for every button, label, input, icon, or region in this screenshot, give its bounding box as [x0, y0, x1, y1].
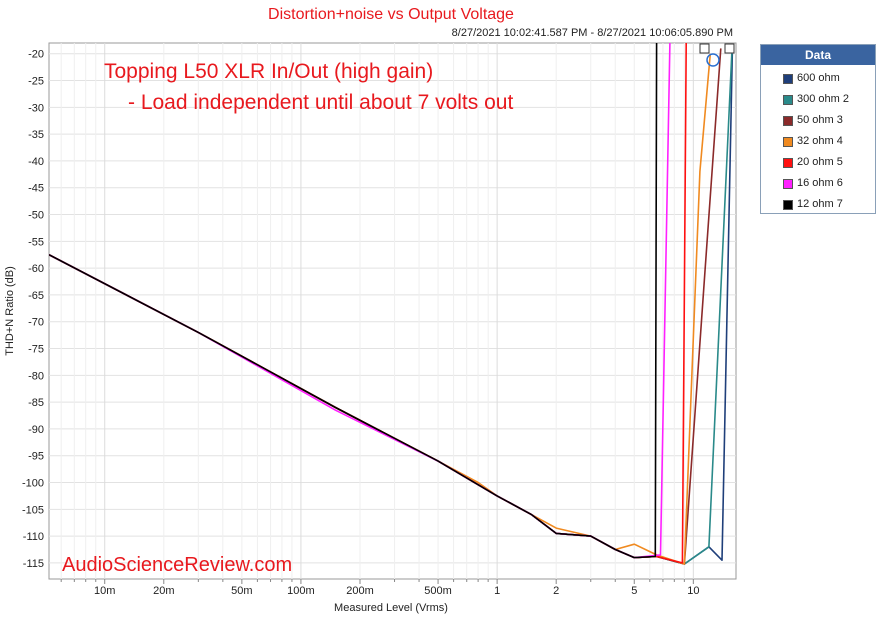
legend-swatch: [783, 116, 793, 126]
legend-series-index: 2: [842, 93, 849, 105]
y-tick-label: -65: [28, 290, 44, 302]
grid: [49, 43, 736, 579]
legend-series-index: 7: [836, 198, 843, 210]
legend-swatch: [783, 200, 793, 210]
legend-swatch: [783, 95, 793, 105]
legend-swatch: [783, 137, 793, 147]
x-tick-label: 2: [553, 585, 559, 597]
legend-series-index: 4: [836, 135, 843, 147]
legend-item: 300 ohm 2: [761, 90, 875, 111]
y-tick-label: -80: [28, 370, 44, 382]
x-tick-label: 20m: [153, 585, 174, 597]
cursor-markers: [699, 43, 735, 67]
x-tick-label: 50m: [231, 585, 252, 597]
x-tick-label: 1: [494, 585, 500, 597]
legend-item: 16 ohm 6: [761, 174, 875, 195]
legend-label: 12 ohm 7: [797, 198, 843, 210]
annotation-line-1: Topping L50 XLR In/Out (high gain): [104, 60, 433, 83]
legend-title: Data: [761, 45, 875, 65]
cursor-circle: [706, 53, 720, 67]
y-tick-label: -85: [28, 397, 44, 409]
annotation-line-2: - Load independent until about 7 volts o…: [128, 91, 513, 114]
plot-area: [48, 42, 737, 580]
y-tick-label: -35: [28, 129, 44, 141]
y-tick-label: -60: [28, 263, 44, 275]
legend-item: 32 ohm 4: [761, 132, 875, 153]
legend-series-name: 12 ohm: [797, 198, 834, 210]
y-tick-label: -90: [28, 424, 44, 436]
legend-series-name: 16 ohm: [797, 177, 834, 189]
legend-series-name: 20 ohm: [797, 156, 834, 168]
x-tick-label: 200m: [346, 585, 374, 597]
legend-series-name: 600 ohm: [797, 72, 840, 84]
chart-title: Distortion+noise vs Output Voltage: [268, 6, 514, 23]
legend-series-index: 5: [836, 156, 843, 168]
x-axis-label: Measured Level (Vrms): [334, 602, 448, 614]
cursor-marker: [724, 43, 735, 54]
y-axis-label: THD+N Ratio (dB): [4, 266, 16, 356]
x-tick-label: 100m: [287, 585, 315, 597]
legend-label: 300 ohm 2: [797, 93, 849, 105]
legend: Data 600 ohm 300 ohm 2 50 ohm 3 32 ohm 4 20 …: [760, 44, 876, 214]
y-tick-label: -55: [28, 236, 44, 248]
legend-item: 50 ohm 3: [761, 111, 875, 132]
x-tick-label: 5: [631, 585, 637, 597]
y-tick-label: -40: [28, 156, 44, 168]
legend-series-index: 6: [836, 177, 843, 189]
legend-label: 16 ohm 6: [797, 177, 843, 189]
y-tick-label: -45: [28, 183, 44, 195]
series-line-7: [49, 43, 658, 559]
cursor-marker: [699, 43, 710, 54]
legend-item: 20 ohm 5: [761, 153, 875, 174]
y-tick-label: -30: [28, 102, 44, 114]
x-tick-label: 10m: [94, 585, 115, 597]
y-axis-ticks: -20 -25 -30 -35 -40 -45 -50 -55 -60 -65 -70 -75 -80 -…: [22, 49, 44, 570]
legend-series-index: 3: [836, 114, 843, 126]
y-tick-label: -110: [23, 531, 44, 543]
legend-swatch: [783, 179, 793, 189]
legend-label: 20 ohm 5: [797, 156, 843, 168]
legend-swatch: [783, 74, 793, 84]
chart-subtitle: 8/27/2021 10:02:41.587 PM - 8/27/2021 10…: [452, 27, 733, 39]
watermark: AudioScienceReview.com: [62, 554, 292, 576]
legend-swatch: [783, 158, 793, 168]
y-tick-label: -105: [22, 504, 44, 516]
y-tick-label: -50: [28, 210, 44, 222]
y-tick-label: -115: [23, 558, 44, 570]
x-tick-label: 10: [687, 585, 699, 597]
y-tick-label: -20: [28, 49, 44, 61]
series-lines: [49, 43, 734, 565]
y-tick-label: -75: [28, 344, 44, 356]
y-tick-label: -25: [28, 76, 44, 88]
x-tick-label: 500m: [424, 585, 452, 597]
legend-label: 32 ohm 4: [797, 135, 843, 147]
legend-series-name: 50 ohm: [797, 114, 834, 126]
y-tick-label: -100: [22, 478, 44, 490]
legend-series-name: 300 ohm: [797, 93, 840, 105]
y-tick-label: -70: [28, 317, 44, 329]
legend-item: 12 ohm 7: [761, 195, 875, 216]
legend-item: 600 ohm: [761, 69, 875, 90]
x-axis-ticks: 10m 20m 50m 100m 200m 500m 1 2 5 10: [60, 579, 699, 597]
legend-label: 50 ohm 3: [797, 114, 843, 126]
legend-series-name: 32 ohm: [797, 135, 834, 147]
y-tick-label: -95: [28, 451, 44, 463]
legend-label: 600 ohm: [797, 72, 840, 84]
